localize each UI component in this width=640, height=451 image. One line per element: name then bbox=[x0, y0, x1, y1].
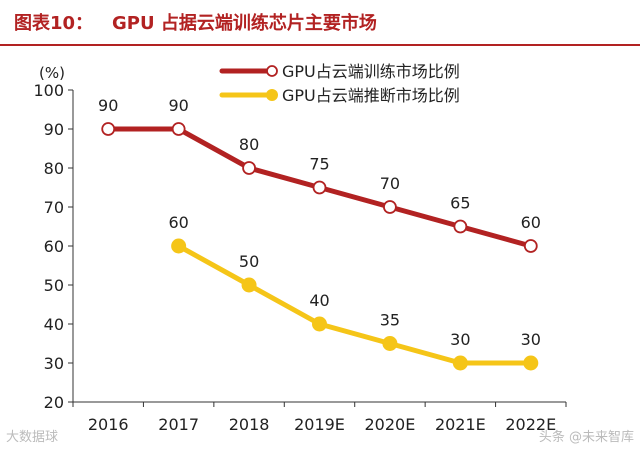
data-label: 30 bbox=[521, 330, 541, 349]
data-point-training bbox=[242, 161, 256, 175]
figure-header: 图表10： GPU 占据云端训练芯片主要市场 bbox=[0, 0, 640, 46]
data-point-inference bbox=[523, 355, 539, 371]
x-tick-label: 2022E bbox=[505, 415, 556, 434]
data-point-training bbox=[523, 239, 538, 253]
y-tick-label: 50 bbox=[44, 276, 64, 295]
legend-label: GPU占云端推断市场比例 bbox=[282, 86, 460, 105]
data-label: 75 bbox=[309, 155, 329, 174]
data-label: 80 bbox=[239, 135, 259, 154]
data-label: 30 bbox=[450, 330, 470, 349]
figure-label: 图表10： bbox=[14, 13, 94, 34]
data-label: 40 bbox=[309, 291, 329, 310]
data-label: 35 bbox=[380, 311, 400, 330]
y-tick-label: 100 bbox=[33, 81, 64, 100]
data-label: 90 bbox=[98, 96, 118, 115]
x-tick-label: 2021E bbox=[435, 415, 486, 434]
data-label: 65 bbox=[450, 194, 470, 213]
y-tick-label: 30 bbox=[44, 354, 64, 373]
watermark-left: 大数据球 bbox=[6, 430, 59, 445]
x-tick-label: 2016 bbox=[88, 415, 129, 434]
y-tick-label: 90 bbox=[44, 120, 64, 139]
watermark-right: 头条 @未来智库 bbox=[538, 430, 634, 445]
x-tick-label: 2019E bbox=[294, 415, 345, 434]
data-point-training bbox=[101, 122, 116, 136]
series-line-inference bbox=[176, 243, 534, 366]
y-tick-label: 60 bbox=[44, 237, 64, 256]
legend-marker bbox=[266, 65, 278, 77]
figure-title: GPU 占据云端训练芯片主要市场 bbox=[112, 13, 377, 34]
data-label: 50 bbox=[239, 252, 259, 271]
legend-marker bbox=[266, 89, 278, 101]
y-tick-label: 70 bbox=[44, 198, 64, 217]
x-tick-label: 2018 bbox=[229, 415, 270, 434]
data-label: 90 bbox=[168, 96, 188, 115]
y-tick-label: 20 bbox=[44, 393, 64, 412]
legend-label: GPU占云端训练市场比例 bbox=[282, 62, 460, 81]
data-point-training bbox=[453, 219, 468, 234]
y-tick-label: 40 bbox=[44, 315, 64, 334]
data-point-training bbox=[383, 200, 397, 214]
y-tick-label: 80 bbox=[44, 159, 64, 178]
data-point-inference bbox=[452, 355, 468, 371]
data-label: 70 bbox=[380, 174, 400, 193]
data-label: 60 bbox=[168, 213, 188, 232]
data-point-inference bbox=[241, 277, 257, 293]
data-point-inference bbox=[171, 238, 187, 254]
data-label: 60 bbox=[521, 213, 541, 232]
data-point-training bbox=[312, 180, 327, 195]
y-axis-unit-label: (%) bbox=[39, 64, 65, 82]
data-point-training bbox=[171, 122, 186, 136]
x-tick-label: 2020E bbox=[365, 415, 416, 434]
x-tick-label: 2017 bbox=[158, 415, 199, 434]
data-point-inference bbox=[382, 336, 398, 351]
data-point-inference bbox=[312, 316, 327, 332]
